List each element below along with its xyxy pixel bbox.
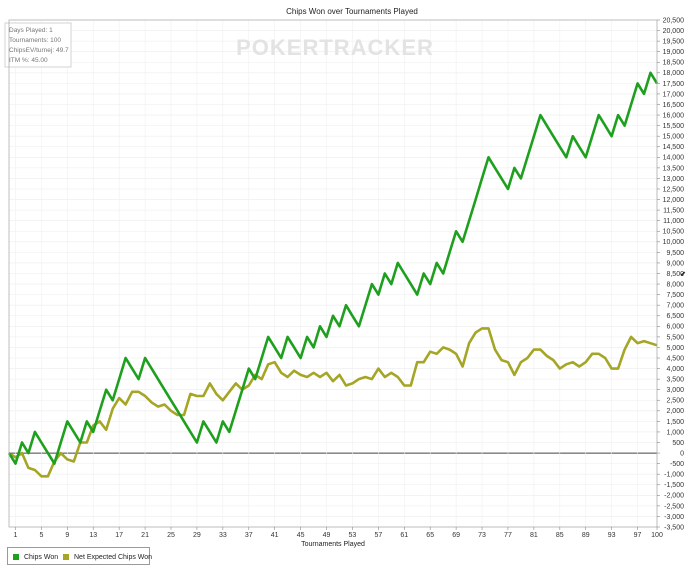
y-tick-label: 11,500	[663, 208, 684, 215]
info-days-played: Days Played: 1	[9, 27, 53, 34]
legend-label-chips-won: Chips Won	[24, 553, 59, 561]
y-tick-label: -2,500	[664, 503, 684, 510]
y-tick-label: 19,500	[663, 39, 685, 46]
x-tick-label: 65	[426, 532, 434, 539]
info-chips-ev: ChipsEV/turnej: 49.7	[9, 47, 69, 54]
y-tick-label: 9,500	[666, 250, 684, 257]
legend-label-net-expected: Net Expected Chips Won	[74, 553, 153, 561]
series-layer	[7, 71, 659, 478]
x-tick-label: 73	[478, 532, 486, 539]
x-tick-label: 13	[89, 532, 97, 539]
legend-item-net-expected[interactable]: Net Expected Chips Won	[63, 552, 152, 562]
y-tick-label: 12,000	[663, 197, 685, 204]
y-tick-label: 9,000	[666, 260, 684, 267]
y-tick-label: 4,000	[666, 366, 684, 373]
y-tick-label: -2,000	[664, 493, 684, 500]
x-tick-label: 1	[14, 532, 18, 539]
legend-item-chips-won[interactable]: Chips Won	[13, 552, 58, 562]
legend-swatch-net-expected	[63, 554, 69, 560]
x-tick-label: 49	[323, 532, 331, 539]
y-tick-label: 15,000	[663, 134, 685, 141]
chart-title: Chips Won over Tournaments Played	[286, 7, 418, 16]
y-tick-label: 19,000	[663, 49, 685, 56]
x-tick-label: 77	[504, 532, 512, 539]
y-tick-label: 8,000	[666, 281, 684, 288]
x-tick-label: 37	[245, 532, 253, 539]
y-tick-label: -3,500	[664, 524, 684, 531]
y-tick-label: 5,000	[666, 345, 684, 352]
x-tick-label: 33	[219, 532, 227, 539]
x-tick-label: 25	[167, 532, 175, 539]
x-tick-label: 57	[374, 532, 382, 539]
y-tick-label: 15,500	[663, 123, 685, 130]
y-tick-label: 0	[680, 450, 684, 457]
x-tick-label: 93	[608, 532, 616, 539]
x-tick-label: 89	[582, 532, 590, 539]
x-tick-label: 17	[115, 532, 123, 539]
y-tick-label: 5,500	[666, 334, 684, 341]
y-tick-label: 17,500	[663, 81, 685, 88]
series-line-chips-won	[7, 71, 659, 465]
y-tick-label: 2,500	[666, 398, 684, 405]
y-tick-label: 17,000	[663, 91, 685, 98]
y-tick-label: -3,000	[664, 514, 684, 521]
y-tick-label: 10,000	[663, 239, 685, 246]
legend: Chips Won Net Expected Chips Won	[7, 547, 152, 565]
x-axis-title: Tournaments Played	[301, 541, 365, 548]
y-tick-label: 13,000	[663, 176, 685, 183]
x-tick-label: 61	[400, 532, 408, 539]
info-box	[4, 22, 72, 68]
y-tick-label: -1,000	[664, 472, 684, 479]
x-tick-label: 5	[39, 532, 43, 539]
info-itm: ITM %: 45.00	[9, 57, 48, 64]
y-tick-label: 16,500	[663, 102, 685, 109]
y-tick-label: 12,500	[663, 186, 685, 193]
y-tick-label: 7,500	[666, 292, 684, 299]
y-tick-label: 1,500	[666, 419, 684, 426]
series-line-net-expected-chips-won	[8, 327, 658, 478]
y-axis-marker: ⬋	[680, 271, 686, 278]
y-tick-label: 7,000	[666, 303, 684, 310]
x-tick-label: 45	[297, 532, 305, 539]
y-tick-label: 18,500	[663, 60, 685, 67]
x-tick-label: 100	[651, 532, 663, 539]
y-tick-label: 1,000	[666, 429, 684, 436]
y-tick-label: -500	[670, 461, 684, 468]
x-tick-label: 21	[141, 532, 149, 539]
y-tick-label: 8,500	[666, 271, 684, 278]
y-axis-ticks: -3,500 -3,000 -2,500 -2,000 -1,500 -1,000 -500…	[657, 17, 684, 531]
x-tick-label: 97	[634, 532, 642, 539]
y-tick-label: 18,000	[663, 70, 685, 77]
x-axis-ticks: 1 5 9 13 17 21 25 29 33 37 41 45 49 53 57 61 65 69 73 77 81 8…	[14, 527, 663, 539]
y-tick-label: 20,500	[663, 17, 685, 24]
watermark: POKERTRACKER	[236, 35, 434, 60]
x-tick-label: 85	[556, 532, 564, 539]
y-tick-label: 10,500	[663, 229, 685, 236]
y-tick-label: 6,000	[666, 324, 684, 331]
x-tick-label: 81	[530, 532, 538, 539]
legend-swatch-chips-won	[13, 554, 19, 560]
y-tick-label: -1,500	[664, 482, 684, 489]
y-tick-label: 3,500	[666, 377, 684, 384]
y-tick-label: 2,000	[666, 408, 684, 415]
x-tick-label: 69	[452, 532, 460, 539]
y-tick-label: 16,000	[663, 112, 685, 119]
y-tick-label: 13,500	[663, 165, 685, 172]
y-tick-label: 14,000	[663, 155, 685, 162]
y-tick-label: 4,500	[666, 355, 684, 362]
grid	[9, 19, 658, 528]
y-tick-label: 500	[672, 440, 684, 447]
x-tick-label: 41	[271, 532, 279, 539]
y-tick-label: 14,500	[663, 144, 685, 151]
y-tick-label: 3,000	[666, 387, 684, 394]
x-tick-label: 9	[65, 532, 69, 539]
x-tick-label: 29	[193, 532, 201, 539]
x-tick-label: 53	[349, 532, 357, 539]
y-tick-label: 11,000	[663, 218, 684, 225]
info-tournaments: Tournaments: 100	[9, 37, 61, 44]
y-tick-label: 6,500	[666, 313, 684, 320]
y-tick-label: 20,000	[663, 28, 685, 35]
